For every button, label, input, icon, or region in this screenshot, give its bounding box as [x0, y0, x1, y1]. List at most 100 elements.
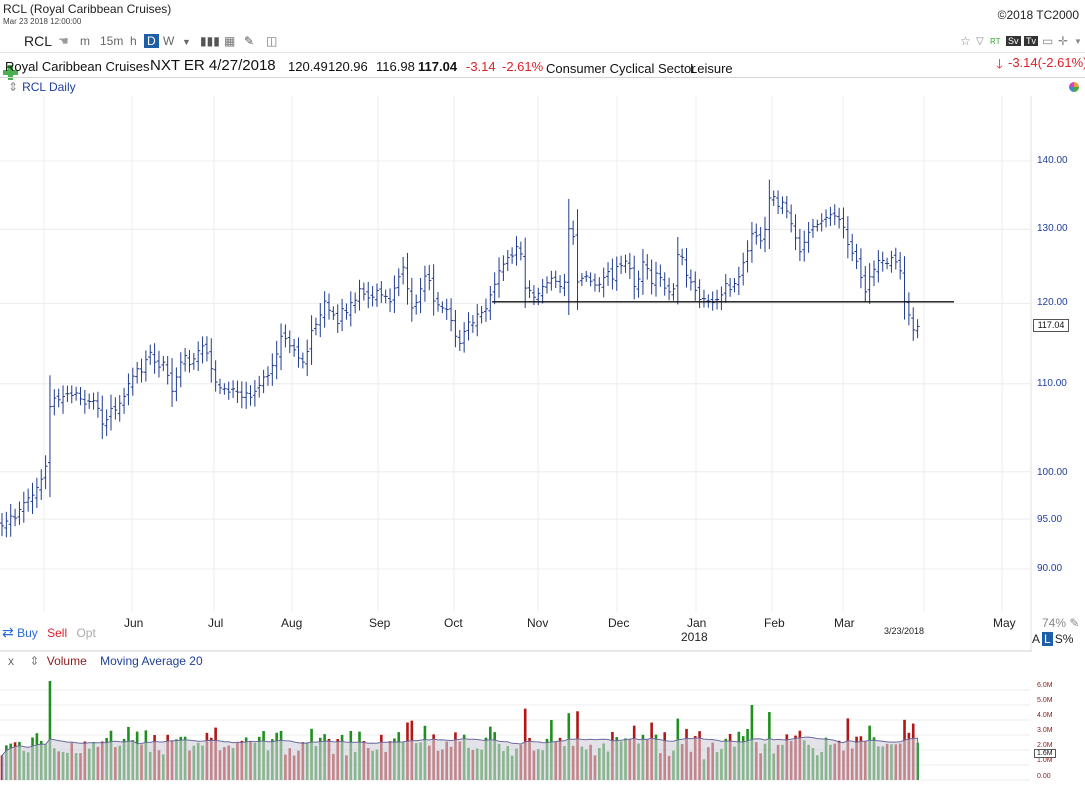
- sv-icon[interactable]: Sv: [1006, 36, 1021, 46]
- price-bar: [327, 293, 331, 320]
- price-bar: [156, 350, 161, 378]
- grip-icon[interactable]: ⇕: [29, 654, 40, 668]
- x-label-oct: Oct: [444, 616, 463, 630]
- option-button[interactable]: Opt: [76, 626, 96, 640]
- symbol-selector[interactable]: RCL: [24, 33, 53, 49]
- price-bar: [854, 243, 859, 270]
- edit-icon[interactable]: ✎: [1069, 616, 1080, 630]
- scale-log[interactable]: L: [1042, 632, 1053, 646]
- price-bar: [745, 240, 750, 273]
- industry-label: Leisure: [690, 61, 733, 76]
- price-bar: [335, 304, 340, 333]
- trade-arrows-icon[interactable]: ⇄: [2, 624, 14, 640]
- down-arrow-icon: 🡓: [996, 56, 1003, 71]
- price-bar: [701, 289, 706, 308]
- add-symbol-icon[interactable]: [3, 65, 18, 80]
- zoom-value: 74%: [1042, 616, 1067, 630]
- price-bar: [649, 259, 654, 295]
- grip-icon[interactable]: ⇕: [8, 80, 19, 94]
- price-bar: [209, 338, 214, 383]
- price-bar: [885, 257, 890, 270]
- price-bar: [575, 209, 580, 310]
- price-bar: [810, 218, 815, 238]
- price-bar: [693, 271, 698, 301]
- price-bar: [122, 387, 127, 414]
- price-bar: [235, 380, 240, 404]
- sell-button[interactable]: Sell: [47, 626, 68, 640]
- price-bar: [196, 341, 201, 371]
- price-bar: [143, 350, 148, 382]
- price-bar: [736, 266, 741, 295]
- rt-icon[interactable]: RT: [990, 37, 1001, 46]
- price-bar: [654, 261, 658, 297]
- price-bar: [797, 228, 802, 262]
- price-bar: [863, 266, 868, 302]
- grid-icon[interactable]: ▦: [224, 34, 236, 48]
- price-bar: [584, 270, 589, 282]
- scale-percent[interactable]: S%: [1054, 632, 1074, 646]
- buy-button[interactable]: Buy: [17, 626, 38, 640]
- price-bar: [4, 511, 9, 538]
- price-bar: [824, 209, 829, 228]
- star-icon[interactable]: ☆: [960, 34, 971, 48]
- price-bar: [771, 190, 776, 207]
- price-bar: [148, 344, 153, 365]
- price-bar: [244, 381, 249, 409]
- interval-h[interactable]: h: [130, 34, 137, 48]
- price-bar: [802, 230, 807, 262]
- price-bar: [723, 273, 728, 303]
- price-bar: [880, 251, 885, 272]
- y-label-120: 120.00: [1037, 297, 1068, 308]
- scale-arithmetic[interactable]: A: [1032, 632, 1041, 646]
- eraser-icon[interactable]: ◫: [266, 34, 278, 48]
- price-bar: [309, 315, 314, 365]
- price-bar: [819, 213, 824, 232]
- price-bar: [392, 275, 397, 313]
- price-bar: [414, 294, 419, 315]
- price-bar: [741, 252, 746, 286]
- price-bar: [270, 353, 275, 386]
- price-bar: [858, 248, 863, 289]
- volume-indicator[interactable]: Moving Average 20: [100, 654, 203, 668]
- layout-icon[interactable]: ▭: [1042, 34, 1054, 48]
- price-bar: [78, 387, 83, 406]
- color-wheel-icon[interactable]: [1069, 82, 1079, 92]
- bar-chart-icon[interactable]: ▮▮▮: [200, 34, 220, 48]
- price-bar: [527, 280, 532, 299]
- price-bar: [623, 254, 628, 273]
- close-volume-button[interactable]: x: [8, 654, 14, 668]
- price-bar: [457, 329, 462, 352]
- price-bar: [915, 319, 920, 339]
- price-bar: [558, 275, 563, 294]
- crosshair-icon[interactable]: ✛: [1058, 34, 1069, 48]
- chevron-down-icon[interactable]: ▼: [182, 37, 191, 47]
- price-bar: [305, 339, 310, 377]
- tv-icon[interactable]: Tv: [1024, 36, 1038, 46]
- window-datetime: Mar 23 2018 12:00:00: [3, 17, 82, 26]
- volume-bar: [48, 681, 52, 780]
- pencil-icon[interactable]: ✎: [244, 34, 255, 48]
- interval-m[interactable]: m: [80, 34, 90, 48]
- price-bar: [8, 504, 13, 537]
- price-bar: [876, 250, 881, 283]
- filter-icon[interactable]: ▽: [976, 36, 984, 47]
- volume-title[interactable]: Volume: [46, 654, 87, 668]
- price-bar: [592, 273, 597, 292]
- interval-15m[interactable]: 15m: [100, 34, 124, 48]
- hand-icon[interactable]: ☚: [58, 34, 69, 48]
- price-bar: [636, 270, 641, 298]
- chart-label[interactable]: ⇕ RCL Daily: [8, 80, 76, 94]
- price-bar: [889, 250, 894, 273]
- last-price: 117.04: [418, 59, 458, 74]
- x-label-mar: Mar: [834, 616, 855, 630]
- price-bar: [540, 279, 545, 304]
- toolbar-menu-icon[interactable]: ▼: [1074, 37, 1082, 46]
- price-change-pct: -2.61%: [502, 59, 544, 74]
- zoom-level[interactable]: 74% ✎: [1042, 616, 1079, 630]
- interval-w[interactable]: W: [163, 34, 175, 48]
- interval-d[interactable]: D: [144, 34, 159, 48]
- price-bar: [754, 223, 759, 245]
- vol-label-5m: 5.0M: [1037, 697, 1053, 704]
- price-bar: [902, 256, 907, 320]
